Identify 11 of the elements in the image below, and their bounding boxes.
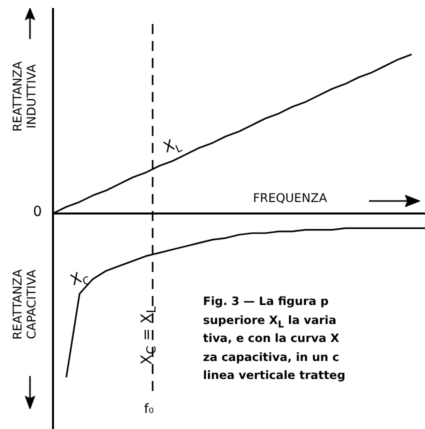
annotation: superiore X$_{L}$ la varia	[203, 312, 338, 330]
text: f₀	[144, 402, 154, 417]
annotation: za capacitiva, in un c	[203, 348, 340, 366]
text: REATTANZA CAPACITIVA	[10, 268, 40, 342]
text: XL	[160, 136, 184, 156]
annotation: tiva, e con la curva X	[203, 330, 340, 347]
text: 0	[33, 204, 42, 220]
x-axis-title: FREQUENZA	[253, 191, 328, 205]
annotation: linea verticale tratteg	[203, 367, 346, 384]
annotation: Fig. 3 — La figura p	[203, 293, 330, 310]
y-axis-title: REATTANZA INDUTTIVA	[10, 60, 40, 134]
